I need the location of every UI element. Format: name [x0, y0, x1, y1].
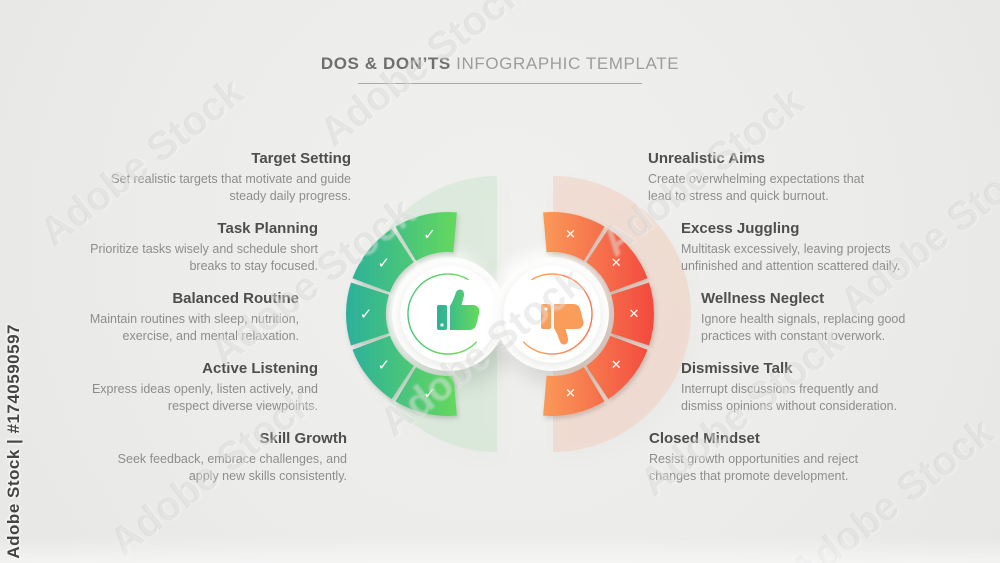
- cross-icon: ✕: [565, 387, 576, 402]
- donts-item-closed-mindset: Closed Mindset Resist growth opportuniti…: [649, 430, 889, 485]
- dos-item-balanced-routine: Balanced Routine Maintain routines with …: [59, 290, 299, 345]
- donts-center-circle: [503, 265, 601, 363]
- page-title-light: INFOGRAPHIC TEMPLATE: [456, 54, 680, 73]
- donts-ring-segment: [543, 212, 605, 261]
- check-icon: ✓: [423, 226, 436, 244]
- donts-ring-segment: [611, 282, 654, 346]
- dos-item-task-planning: Task Planning Prioritize tasks wisely an…: [78, 220, 318, 275]
- donts-ring-segment: [543, 367, 605, 416]
- item-title: Balanced Routine: [172, 290, 299, 307]
- dos-item-target-setting: Target Setting Set realistic targets tha…: [111, 150, 351, 205]
- cross-icon: ✕: [629, 307, 640, 322]
- item-title: Dismissive Talk: [681, 360, 793, 377]
- cross-icon: ✕: [611, 358, 622, 373]
- dos-ring-segment: [346, 282, 389, 346]
- dos-item-skill-growth: Skill Growth Seek feedback, embrace chal…: [107, 430, 347, 485]
- item-description: Maintain routines with sleep, nutrition,…: [89, 312, 299, 343]
- item-title: Task Planning: [217, 220, 318, 237]
- bottom-fade: [0, 537, 1000, 563]
- page-title-bold: DOS & DON’TS: [320, 54, 451, 73]
- item-description: Interrupt discussions frequently and dis…: [681, 382, 898, 413]
- item-title: Skill Growth: [259, 430, 347, 447]
- watermark-text: Adobe Stock: [202, 189, 422, 375]
- item-title: Target Setting: [251, 150, 351, 167]
- dos-item-active-listening: Active Listening Express ideas openly, l…: [78, 360, 318, 415]
- item-title: Active Listening: [202, 360, 318, 377]
- item-title: Closed Mindset: [649, 430, 760, 447]
- check-icon: ✓: [378, 254, 391, 272]
- cross-icon: ✕: [565, 228, 576, 243]
- check-icon: ✓: [378, 356, 391, 374]
- dos-ring-segment: [395, 367, 457, 416]
- item-description: Create overwhelming expectations that le…: [648, 172, 865, 203]
- item-title: Wellness Neglect: [701, 290, 825, 307]
- item-title: Unrealistic Aims: [648, 150, 765, 167]
- cross-icon: ✕: [611, 256, 622, 271]
- dos-ring-segment: [395, 212, 457, 261]
- item-title: Excess Juggling: [681, 220, 800, 237]
- item-description: Ignore health signals, replacing good pr…: [701, 312, 906, 343]
- check-icon: ✓: [360, 305, 373, 323]
- donts-item-wellness-neglect: Wellness Neglect Ignore health signals, …: [701, 290, 941, 345]
- item-description: Seek feedback, embrace challenges, and a…: [117, 452, 347, 483]
- check-icon: ✓: [423, 385, 436, 403]
- title-underline: [358, 83, 642, 84]
- item-description: Multitask excessively, leaving projects …: [681, 242, 901, 273]
- stock-id-watermark: Adobe Stock | #1740590597: [4, 324, 23, 559]
- page-title: DOS & DON’TS INFOGRAPHIC TEMPLATE: [0, 54, 1000, 74]
- item-description: Set realistic targets that motivate and …: [111, 172, 351, 203]
- item-description: Express ideas openly, listen actively, a…: [91, 382, 318, 413]
- item-description: Resist growth opportunities and reject c…: [649, 452, 859, 483]
- dos-center-circle: [400, 265, 498, 363]
- item-description: Prioritize tasks wisely and schedule sho…: [90, 242, 318, 273]
- donts-item-excess-juggling: Excess Juggling Multitask excessively, l…: [681, 220, 921, 275]
- donts-item-unrealistic-aims: Unrealistic Aims Create overwhelming exp…: [648, 150, 888, 205]
- donts-item-dismissive-talk: Dismissive Talk Interrupt discussions fr…: [681, 360, 921, 415]
- watermark-text: Adobe Stock: [312, 0, 532, 155]
